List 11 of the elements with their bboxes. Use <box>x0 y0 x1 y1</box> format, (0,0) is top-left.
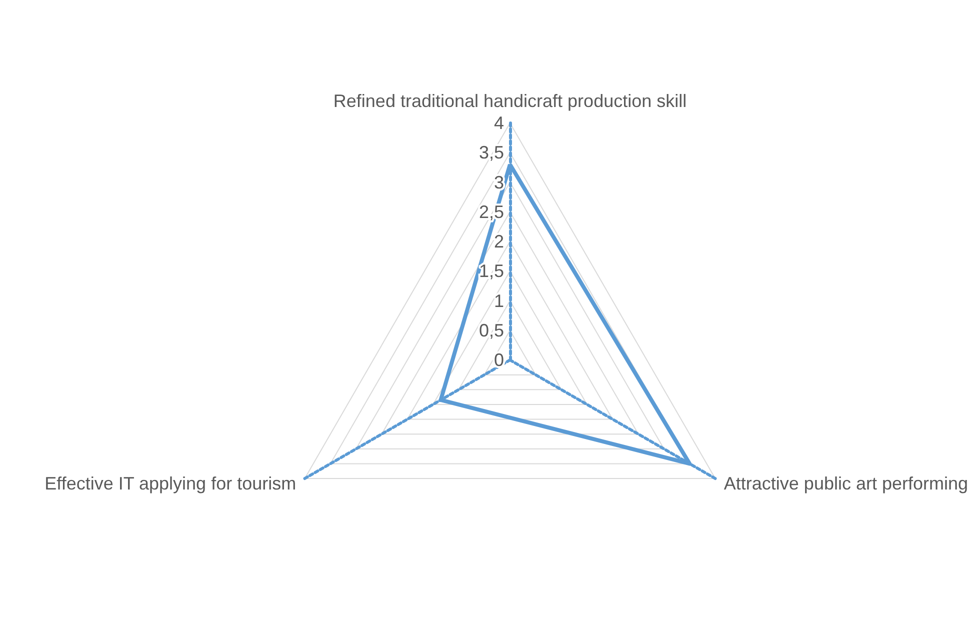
y-tick-label: 4 <box>494 113 504 133</box>
y-tick-label: 3,5 <box>478 142 504 163</box>
y-tick-label: 2 <box>494 232 504 252</box>
y-tick-label: 0 <box>494 350 504 370</box>
y-tick-label: 1,5 <box>478 261 504 282</box>
y-tick-label: 0,5 <box>478 320 504 340</box>
y-tick-label: 1 <box>494 290 504 311</box>
spoke-label: Refined traditional handicraft production skill <box>333 91 687 111</box>
spoke-label: Attractive public art performing <box>724 474 968 494</box>
y-tick-label: 3 <box>494 172 504 192</box>
spoke-label: Effective IT applying for tourism <box>44 474 296 494</box>
